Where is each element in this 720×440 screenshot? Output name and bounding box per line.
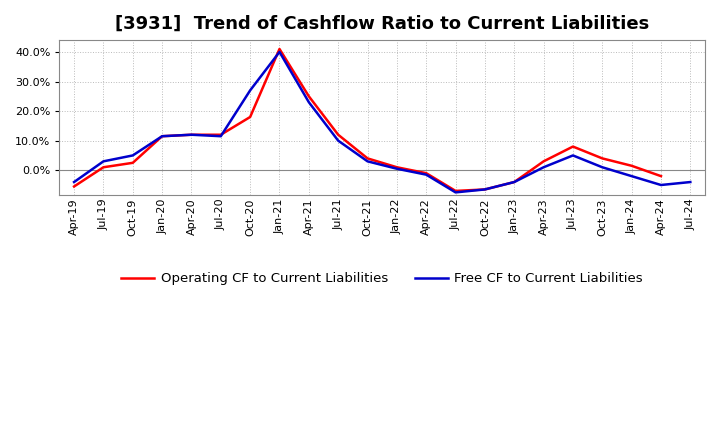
Line: Free CF to Current Liabilities: Free CF to Current Liabilities <box>74 52 690 192</box>
Free CF to Current Liabilities <box>217 134 225 139</box>
Free CF to Current Liabilities <box>70 180 78 185</box>
Operating CF to Current Liabilities <box>510 180 518 185</box>
Legend: Operating CF to Current Liabilities, Free CF to Current Liabilities: Operating CF to Current Liabilities, Fre… <box>116 267 648 291</box>
Free CF to Current Liabilities <box>99 159 108 164</box>
Operating CF to Current Liabilities <box>598 156 607 161</box>
Free CF to Current Liabilities <box>363 159 372 164</box>
Free CF to Current Liabilities <box>275 49 284 55</box>
Free CF to Current Liabilities <box>158 134 166 139</box>
Free CF to Current Liabilities <box>686 180 695 185</box>
Free CF to Current Liabilities <box>657 182 665 187</box>
Free CF to Current Liabilities <box>392 166 401 171</box>
Operating CF to Current Liabilities <box>158 134 166 139</box>
Operating CF to Current Liabilities <box>275 46 284 51</box>
Free CF to Current Liabilities <box>451 190 460 195</box>
Operating CF to Current Liabilities <box>451 188 460 194</box>
Operating CF to Current Liabilities <box>627 163 636 169</box>
Free CF to Current Liabilities <box>187 132 196 137</box>
Free CF to Current Liabilities <box>128 153 137 158</box>
Operating CF to Current Liabilities <box>305 94 313 99</box>
Operating CF to Current Liabilities <box>128 160 137 165</box>
Operating CF to Current Liabilities <box>569 144 577 149</box>
Free CF to Current Liabilities <box>569 153 577 158</box>
Operating CF to Current Liabilities <box>480 187 489 192</box>
Operating CF to Current Liabilities <box>657 173 665 179</box>
Operating CF to Current Liabilities <box>539 159 548 164</box>
Free CF to Current Liabilities <box>334 138 343 143</box>
Operating CF to Current Liabilities <box>422 171 431 176</box>
Operating CF to Current Liabilities <box>334 132 343 137</box>
Free CF to Current Liabilities <box>627 173 636 179</box>
Line: Operating CF to Current Liabilities: Operating CF to Current Liabilities <box>74 49 661 191</box>
Operating CF to Current Liabilities <box>70 184 78 189</box>
Free CF to Current Liabilities <box>480 187 489 192</box>
Free CF to Current Liabilities <box>305 99 313 105</box>
Operating CF to Current Liabilities <box>392 165 401 170</box>
Free CF to Current Liabilities <box>539 165 548 170</box>
Operating CF to Current Liabilities <box>217 132 225 137</box>
Free CF to Current Liabilities <box>598 165 607 170</box>
Operating CF to Current Liabilities <box>99 165 108 170</box>
Operating CF to Current Liabilities <box>246 114 254 120</box>
Title: [3931]  Trend of Cashflow Ratio to Current Liabilities: [3931] Trend of Cashflow Ratio to Curren… <box>115 15 649 33</box>
Free CF to Current Liabilities <box>422 172 431 177</box>
Free CF to Current Liabilities <box>510 180 518 185</box>
Free CF to Current Liabilities <box>246 88 254 93</box>
Operating CF to Current Liabilities <box>187 132 196 137</box>
Operating CF to Current Liabilities <box>363 156 372 161</box>
